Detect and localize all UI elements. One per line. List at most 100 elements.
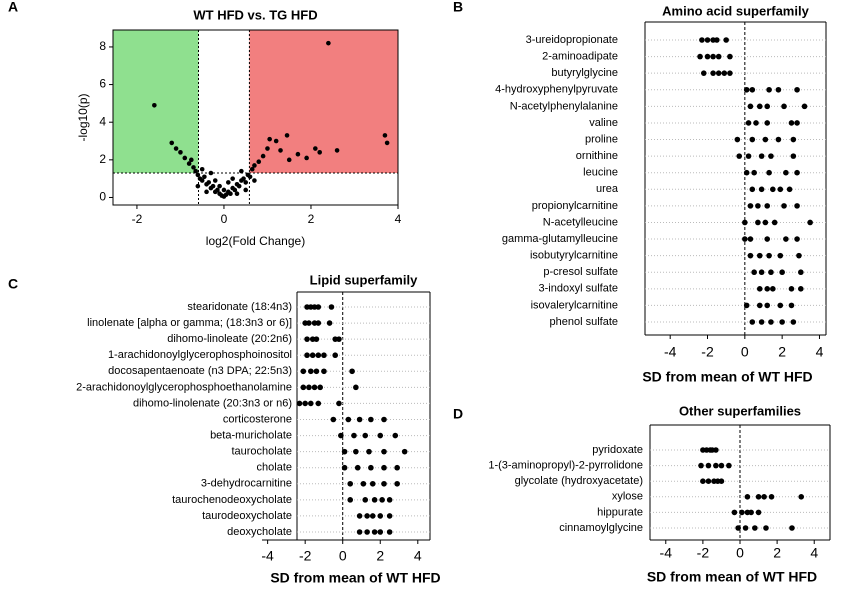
dot (766, 252, 772, 259)
row-label: pyridoxate (592, 444, 643, 456)
dot (768, 269, 774, 276)
dot (710, 53, 716, 60)
dot (789, 525, 795, 531)
point (278, 148, 283, 153)
dot (296, 400, 303, 407)
dot (752, 525, 758, 531)
dot (770, 186, 776, 193)
dot (315, 320, 322, 326)
x-tick-label: 2 (778, 344, 786, 360)
dot (756, 302, 763, 309)
dot (364, 513, 370, 519)
dot (356, 529, 363, 535)
dot (796, 252, 802, 259)
point (382, 133, 388, 138)
dot (734, 136, 741, 143)
dot (377, 513, 384, 519)
dot (766, 169, 772, 176)
dot (336, 400, 342, 407)
point (286, 157, 292, 163)
x-tick-label: -2 (697, 545, 710, 561)
point (173, 146, 179, 151)
dot (309, 352, 316, 359)
x-tick-label: 4 (810, 545, 818, 561)
dot (747, 252, 754, 259)
dot (311, 384, 318, 391)
point (247, 174, 253, 180)
point (152, 102, 157, 108)
dot (783, 169, 789, 176)
point (243, 180, 249, 185)
dot (751, 169, 757, 176)
row-label: phenol sulfate (550, 316, 619, 328)
chart-title: Other superfamilies (679, 403, 801, 418)
dot (794, 120, 800, 126)
dot (745, 153, 752, 159)
dot (718, 478, 725, 485)
dot (381, 464, 387, 471)
point (326, 40, 331, 46)
row-label: taurochenodeoxycholate (172, 494, 292, 506)
row-label: 1-arachidonoylglycerophosphoinositol (108, 349, 292, 361)
dot (354, 464, 361, 471)
y-axis-label: -log10(p) (76, 93, 90, 141)
row-label: 3-indoxyl sulfate (539, 283, 619, 295)
row-label: 1-(3-aminopropyl)-2-pyrrolidone (488, 460, 643, 472)
dot (392, 432, 399, 439)
point (204, 189, 209, 195)
x-axis-label: SD from mean of WT HFD (270, 570, 440, 586)
dot (798, 494, 805, 500)
dot (762, 136, 769, 143)
chart-title: Lipid superfamily (310, 272, 418, 287)
panel-letter: B (453, 0, 463, 15)
dot (777, 302, 784, 309)
dot (315, 400, 322, 407)
dot (749, 319, 756, 325)
dot (336, 336, 342, 342)
row-label: leucine (583, 167, 618, 179)
dot (345, 416, 352, 423)
dot (775, 136, 782, 143)
row-label: p-cresol sulfate (543, 266, 618, 278)
dot (377, 529, 384, 535)
dot (801, 103, 808, 110)
row-label: linolenate [alpha or gamma; (18:3n3 or 6… (87, 317, 292, 329)
plot-frame (112, 29, 399, 206)
point (260, 153, 266, 159)
dot (790, 136, 797, 143)
dot (768, 153, 774, 159)
point (239, 168, 244, 174)
dot (748, 509, 754, 516)
row-label: cholate (257, 462, 292, 474)
dot (315, 352, 322, 359)
dot (727, 70, 733, 76)
panel-letter: A (8, 0, 18, 15)
dot (727, 53, 733, 60)
dot (308, 400, 314, 407)
x-tick-label: -2 (132, 212, 143, 226)
dot (739, 509, 745, 516)
point (252, 178, 257, 183)
row-label: propionylcarnitine (532, 200, 618, 212)
row-label: ornithine (576, 150, 618, 162)
x-tick-label: 0 (736, 545, 744, 561)
point (189, 157, 194, 163)
dot (749, 186, 756, 193)
dot (356, 416, 363, 423)
row-label: 4-hydroxyphenylpyruvate (495, 84, 618, 96)
dot (697, 53, 703, 60)
dot (764, 302, 771, 309)
x-tick-label: 2 (773, 545, 781, 561)
dot (755, 219, 761, 226)
dot (794, 203, 800, 209)
dot (362, 497, 369, 503)
point (217, 183, 222, 189)
point (295, 151, 301, 157)
point (243, 187, 249, 193)
row-label: N-acetylleucine (543, 216, 618, 228)
dot (377, 432, 384, 439)
point (267, 136, 272, 142)
dot (755, 203, 761, 209)
dot (699, 37, 705, 43)
